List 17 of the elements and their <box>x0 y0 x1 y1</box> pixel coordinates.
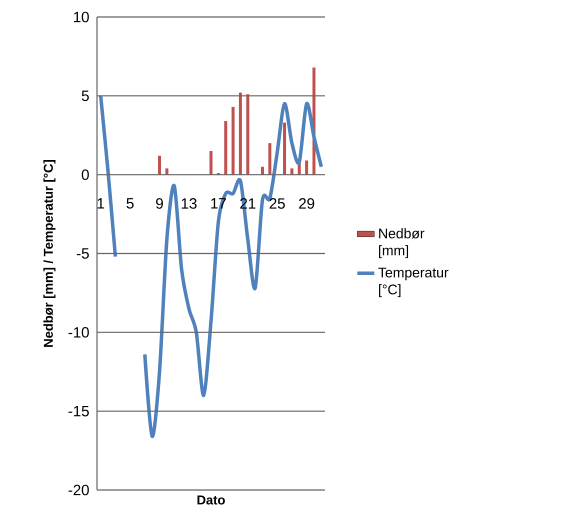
y-tick-label: -10 <box>68 327 89 338</box>
y-tick-label: -5 <box>76 248 89 259</box>
y-tick-label: 0 <box>82 169 89 180</box>
legend-label: Temperatur [°C] <box>378 268 448 298</box>
x-tick-label: 13 <box>182 198 197 209</box>
x-tick-label: 9 <box>156 198 163 209</box>
x-tick-label: 1 <box>98 198 104 208</box>
y-tick-label: -20 <box>68 484 89 496</box>
y-tick-label: -15 <box>68 406 89 416</box>
x-tick-label: 29 <box>299 198 314 209</box>
x-tick-label: 5 <box>126 198 134 209</box>
legend-label: Nedbør [mm] <box>379 228 424 258</box>
y-tick-label: 5 <box>82 90 89 102</box>
x-axis-title: Dato <box>197 496 225 505</box>
y-axis-title: Nedbør [mm] / Temperatur [°C] <box>43 160 56 347</box>
x-tick-label: 25 <box>270 198 285 209</box>
y-tick-label: 10 <box>74 12 89 22</box>
